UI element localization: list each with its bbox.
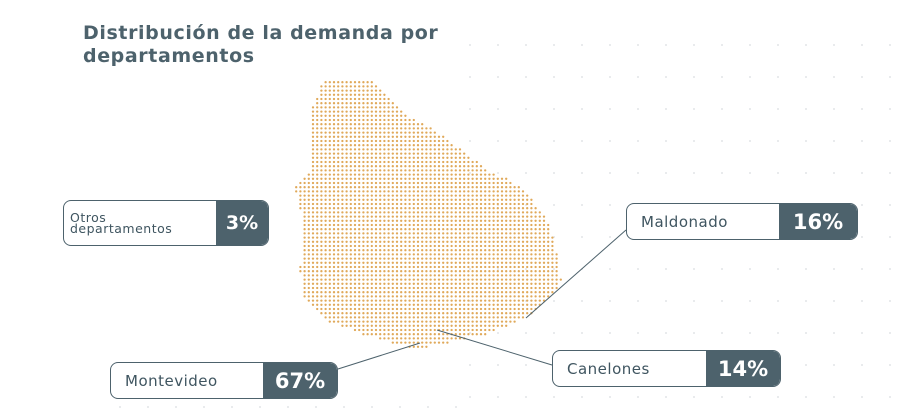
region-share-montevideo: 67% bbox=[263, 363, 337, 398]
callout-canelones: Canelones 14% bbox=[552, 350, 781, 387]
region-label-maldonado: Maldonado bbox=[641, 212, 728, 231]
callout-otros-departamentos: Otros departamentos 3% bbox=[63, 200, 269, 246]
leader-line-canelones bbox=[436, 329, 553, 366]
region-share-maldonado: 16% bbox=[779, 204, 857, 239]
region-label-canelones: Canelones bbox=[567, 359, 650, 378]
callout-montevideo: Montevideo 67% bbox=[110, 362, 338, 399]
region-share-canelones: 14% bbox=[706, 351, 780, 386]
callout-maldonado: Maldonado 16% bbox=[626, 203, 858, 240]
leader-line-montevideo bbox=[337, 342, 421, 370]
region-label-montevideo: Montevideo bbox=[125, 371, 218, 390]
region-share-otros: 3% bbox=[216, 201, 268, 245]
region-label-otros: Otros departamentos bbox=[70, 210, 173, 236]
leader-line-maldonado bbox=[525, 229, 627, 319]
chart-title: Distribución de la demanda por departame… bbox=[83, 22, 439, 67]
